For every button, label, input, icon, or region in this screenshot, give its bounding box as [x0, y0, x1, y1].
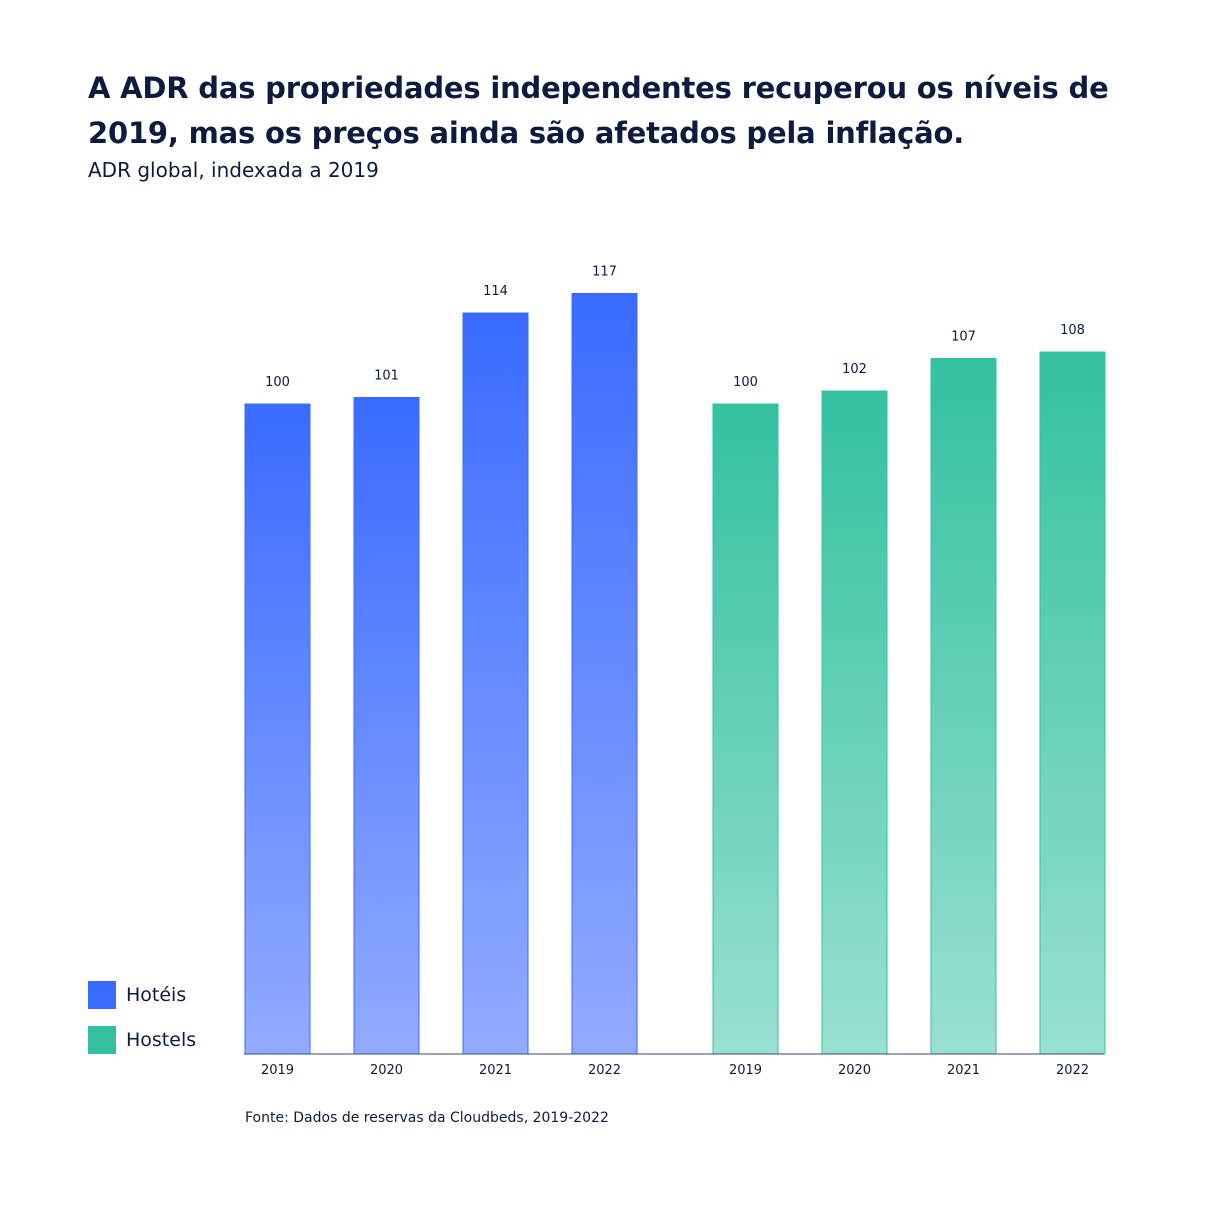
- chart-subtitle: ADR global, indexada a 2019: [88, 158, 379, 182]
- chart-title: A ADR das propriedades independentes rec…: [88, 71, 1109, 150]
- legend-swatch-hoteis: [88, 981, 116, 1009]
- bar-hostels-2020: [821, 390, 888, 1055]
- bar-hostels-2021: [930, 358, 997, 1055]
- bar-hostels-2022: [1039, 351, 1106, 1055]
- tick-label-hoteis-2022: 2022: [588, 1063, 621, 1078]
- tick-label-hoteis-2020: 2020: [370, 1063, 403, 1078]
- tick-label-hostels-2021: 2021: [947, 1063, 980, 1078]
- value-label-hoteis-2020: 101: [374, 369, 399, 384]
- tick-label-hoteis-2021: 2021: [479, 1063, 512, 1078]
- tick-label-hostels-2019: 2019: [729, 1063, 762, 1078]
- legend-item-hoteis: Hotéis: [88, 980, 196, 1010]
- bar-hostels-2019: [712, 403, 779, 1055]
- legend-label-hostels: Hostels: [126, 1029, 197, 1051]
- tick-label-hostels-2020: 2020: [838, 1063, 871, 1078]
- legend-swatch-hostels: [88, 1026, 116, 1054]
- value-label-hostels-2020: 102: [842, 362, 867, 377]
- value-label-hostels-2019: 100: [733, 375, 758, 390]
- tick-label-hoteis-2019: 2019: [261, 1063, 294, 1078]
- bar-hoteis-2019: [244, 403, 311, 1055]
- legend: Hotéis Hostels: [88, 980, 196, 1070]
- value-label-hoteis-2019: 100: [265, 375, 290, 390]
- value-label-hostels-2021: 107: [951, 330, 976, 345]
- value-label-hostels-2022: 108: [1060, 323, 1085, 338]
- bars-layer: 100 2019 101 2020 114 2021 117 2022 100 2019 102 20…: [244, 265, 1106, 1078]
- value-label-hoteis-2021: 114: [483, 284, 508, 299]
- tick-label-hostels-2022: 2022: [1056, 1063, 1089, 1078]
- source-note: Fonte: Dados de reservas da Cloudbeds, 2…: [245, 1110, 609, 1126]
- legend-label-hoteis: Hotéis: [126, 984, 187, 1006]
- legend-item-hostels: Hostels: [88, 1025, 196, 1055]
- bar-hoteis-2021: [462, 312, 529, 1055]
- bar-hoteis-2020: [353, 397, 420, 1055]
- value-label-hoteis-2022: 117: [592, 265, 617, 280]
- bar-hoteis-2022: [571, 293, 638, 1055]
